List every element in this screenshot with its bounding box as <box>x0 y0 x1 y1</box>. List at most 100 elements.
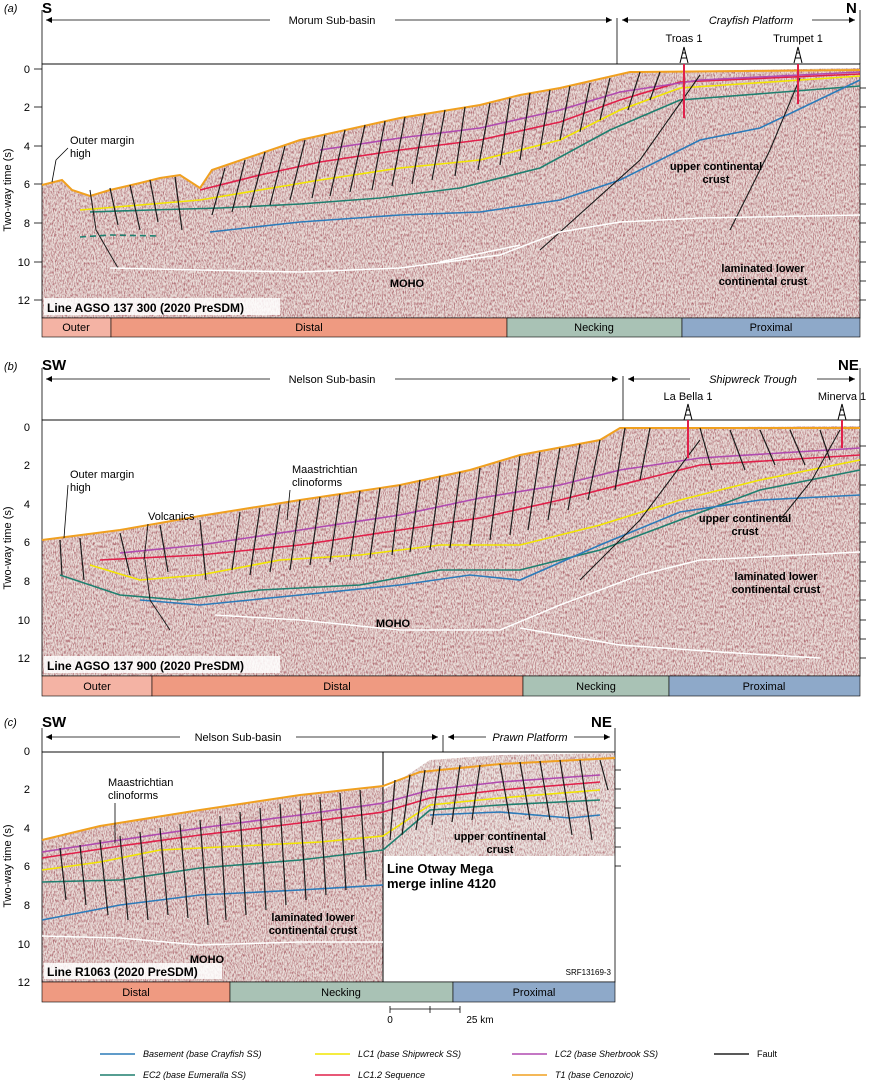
tick-0: 0 <box>24 64 30 76</box>
annotation-clinoforms-b-2: clinoforms <box>292 477 343 489</box>
panel-c: (c) SW NE Nelson Sub-basin Prawn Platfor… <box>2 714 616 1003</box>
zone-bar-c: Distal Necking Proximal <box>41 981 616 1003</box>
tick-c-12: 12 <box>18 977 30 989</box>
tick-b-2: 2 <box>24 460 30 472</box>
panel-c-basin-left: Nelson Sub-basin <box>195 732 282 744</box>
zone-bar-a: Outer Distal Necking Proximal <box>41 317 861 338</box>
panel-a-left-direction: S <box>42 0 52 17</box>
tick-c-10: 10 <box>18 939 30 951</box>
legend: Basement (base Crayfish SS) EC2 (base Eu… <box>100 1049 778 1080</box>
annotation-outer-margin-high-b-2: high <box>70 482 91 494</box>
annotation-lower-crust-b-2: continental crust <box>732 584 821 596</box>
well-tracks-b <box>687 420 843 458</box>
panel-c-left-direction: SW <box>42 714 67 731</box>
well-rig-icon-b <box>683 403 847 421</box>
annotation-clinoforms-b: Maastrichtian <box>292 464 357 476</box>
tick-10: 10 <box>18 257 30 269</box>
tick-b-6: 6 <box>24 537 30 549</box>
panel-a-basin-left: Morum Sub-basin <box>289 15 376 27</box>
panel-b-letter: (b) <box>4 361 18 373</box>
annotation-upper-crust-b: upper continental <box>699 513 791 525</box>
tick-c-8: 8 <box>24 900 30 912</box>
tick-8: 8 <box>24 218 30 230</box>
panel-b: (b) SW NE Nelson Sub-basin Shipwreck Tro… <box>2 357 866 697</box>
panel-a-letter: (a) <box>4 3 18 15</box>
tick-c-4: 4 <box>24 823 30 835</box>
tick-b-0: 0 <box>24 422 30 434</box>
panel-b-y-label: Two-way time (s) <box>2 506 14 589</box>
panel-a-basin-right: Crayfish Platform <box>709 15 793 27</box>
panel-c-right-direction: NE <box>591 714 612 731</box>
tick-b-12: 12 <box>18 653 30 665</box>
well-troas-1: Troas 1 <box>666 33 703 45</box>
tick-6: 6 <box>24 179 30 191</box>
tick-12: 12 <box>18 295 30 307</box>
panel-b-basin-right: Shipwreck Trough <box>709 374 797 386</box>
scale-zero: 0 <box>387 1015 393 1026</box>
annotation-volcanics: Volcanics <box>148 511 195 523</box>
panel-a: (a) S N Morum Sub-basin Crayfish Platfor… <box>2 0 861 338</box>
well-minerva-1: Minerva 1 <box>818 391 866 403</box>
zone-b-distal: Distal <box>323 681 351 693</box>
zone-b-proximal: Proximal <box>743 681 786 693</box>
panel-b-left-direction: SW <box>42 357 67 374</box>
zone-necking: Necking <box>574 322 614 334</box>
annotation-upper-crust-b-2: crust <box>732 526 759 538</box>
panel-a-right-direction: N <box>846 0 857 17</box>
panel-b-basin-left: Nelson Sub-basin <box>289 374 376 386</box>
annotation-outer-margin-high-b: Outer margin <box>70 469 134 481</box>
annotation-lower-crust-c-2: continental crust <box>269 925 358 937</box>
merge-line-title: Line Otway Mega <box>387 861 494 876</box>
scale-length: 25 km <box>466 1015 493 1026</box>
zone-b-outer: Outer <box>83 681 111 693</box>
tick-2: 2 <box>24 102 30 114</box>
tick-c-6: 6 <box>24 861 30 873</box>
scale-bar: 0 25 km <box>387 1006 494 1026</box>
faults-b <box>59 427 841 631</box>
annotation-lower-crust-b: laminated lower <box>734 571 818 583</box>
tick-b-8: 8 <box>24 576 30 588</box>
merge-line-title-2: merge inline 4120 <box>387 876 496 891</box>
annotation-upper-crust-c-2: crust <box>487 844 514 856</box>
zone-c-proximal: Proximal <box>513 987 556 999</box>
horizons-a <box>41 69 861 238</box>
zone-c-distal: Distal <box>122 987 150 999</box>
annotation-upper-crust-c: upper continental <box>454 831 546 843</box>
annotation-upper-crust-a: upper continental <box>670 161 762 173</box>
zone-proximal: Proximal <box>750 322 793 334</box>
faults-c <box>59 759 609 926</box>
tick-c-0: 0 <box>24 746 30 758</box>
figure-id: SRF13169-3 <box>566 968 612 977</box>
tick-b-10: 10 <box>18 615 30 627</box>
zone-b-necking: Necking <box>576 681 616 693</box>
legend-ec2: EC2 (base Eumeralla SS) <box>143 1070 246 1080</box>
tick-4: 4 <box>24 141 30 153</box>
annotation-moho-b: MOHO <box>376 618 411 630</box>
zone-distal: Distal <box>295 322 323 334</box>
panel-c-basin-right: Prawn Platform <box>492 732 567 744</box>
annotation-clinoforms-c: Maastrichtian <box>108 777 173 789</box>
annotation-outer-margin-high-a: Outer margin <box>70 135 134 147</box>
zone-bar-b: Outer Distal Necking Proximal <box>41 675 861 697</box>
panel-c-letter: (c) <box>4 717 17 729</box>
zone-outer: Outer <box>62 322 90 334</box>
annotation-lower-crust-a-2: continental crust <box>719 276 808 288</box>
panel-c-y-label: Two-way time (s) <box>2 824 14 907</box>
legend-lc1: LC1 (base Shipwreck SS) <box>358 1049 461 1059</box>
faults-a <box>89 71 801 269</box>
annotation-lower-crust-c: laminated lower <box>271 912 355 924</box>
panel-a-line-title: Line AGSO 137 300 (2020 PreSDM) <box>47 301 244 315</box>
zone-c-necking: Necking <box>321 987 361 999</box>
legend-t1: T1 (base Cenozoic) <box>555 1070 634 1080</box>
tick-b-4: 4 <box>24 499 30 511</box>
annotation-moho-a: MOHO <box>390 278 425 290</box>
annotation-clinoforms-c-2: clinoforms <box>108 790 159 802</box>
legend-fault: Fault <box>757 1049 778 1059</box>
well-la-bella-1: La Bella 1 <box>664 391 713 403</box>
legend-lc1-2: LC1.2 Sequence <box>358 1070 425 1080</box>
annotation-outer-margin-high-a-2: high <box>70 148 91 160</box>
panel-c-line-title: Line R1063 (2020 PreSDM) <box>47 965 198 979</box>
panel-b-line-title: Line AGSO 137 900 (2020 PreSDM) <box>47 659 244 673</box>
legend-lc2: LC2 (base Sherbrook SS) <box>555 1049 658 1059</box>
